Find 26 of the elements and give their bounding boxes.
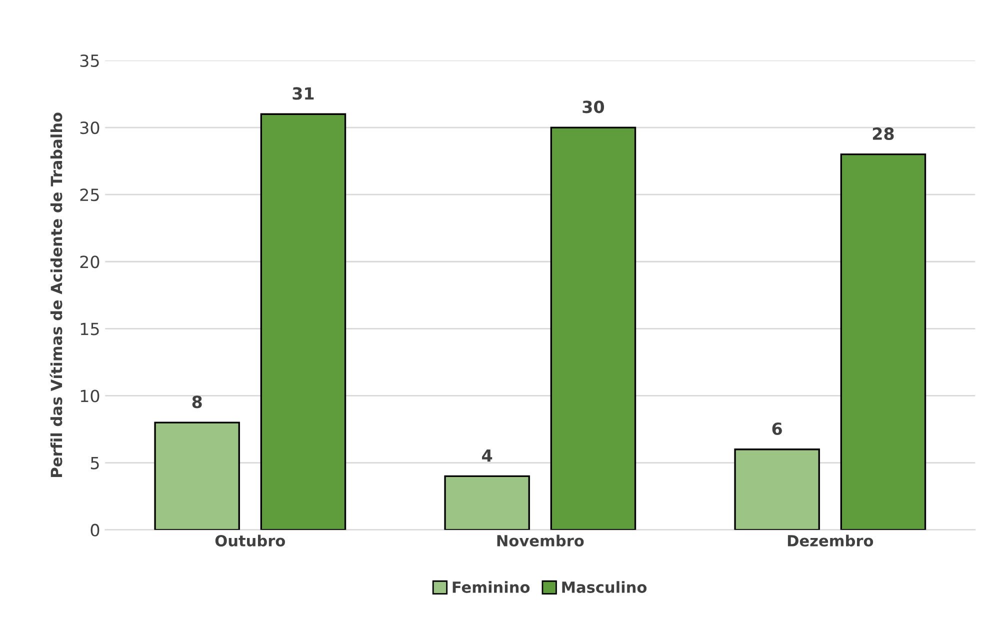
x-tick-label: Novembro	[497, 534, 584, 547]
data-label: 6	[772, 422, 782, 436]
bar	[154, 422, 240, 530]
bar	[444, 475, 530, 530]
legend-label: Masculino	[562, 581, 647, 593]
y-tick-label: 35	[80, 54, 99, 68]
y-tick-label: 15	[80, 322, 99, 336]
y-tick-label: 25	[80, 188, 99, 202]
data-label: 28	[872, 127, 894, 140]
bar	[550, 126, 636, 530]
y-axis-title: Perfil das Vítimas de Acidente de Trabalho	[50, 112, 62, 477]
y-tick-label: 10	[80, 390, 100, 402]
bar	[840, 154, 926, 530]
y-tick-label: 30	[80, 121, 100, 134]
bar	[260, 113, 346, 530]
data-label: 4	[482, 449, 492, 462]
y-tick-label: 0	[90, 524, 100, 536]
legend-label: Feminino	[452, 581, 530, 593]
x-tick-label: Dezembro	[788, 534, 874, 547]
y-tick-label: 5	[90, 456, 99, 470]
y-tick-label: 20	[80, 256, 100, 268]
data-label: 30	[582, 100, 604, 114]
bar	[734, 448, 820, 530]
data-label: 31	[292, 87, 314, 100]
x-tick-label: Outubro	[215, 534, 285, 547]
data-label: 8	[192, 396, 202, 408]
